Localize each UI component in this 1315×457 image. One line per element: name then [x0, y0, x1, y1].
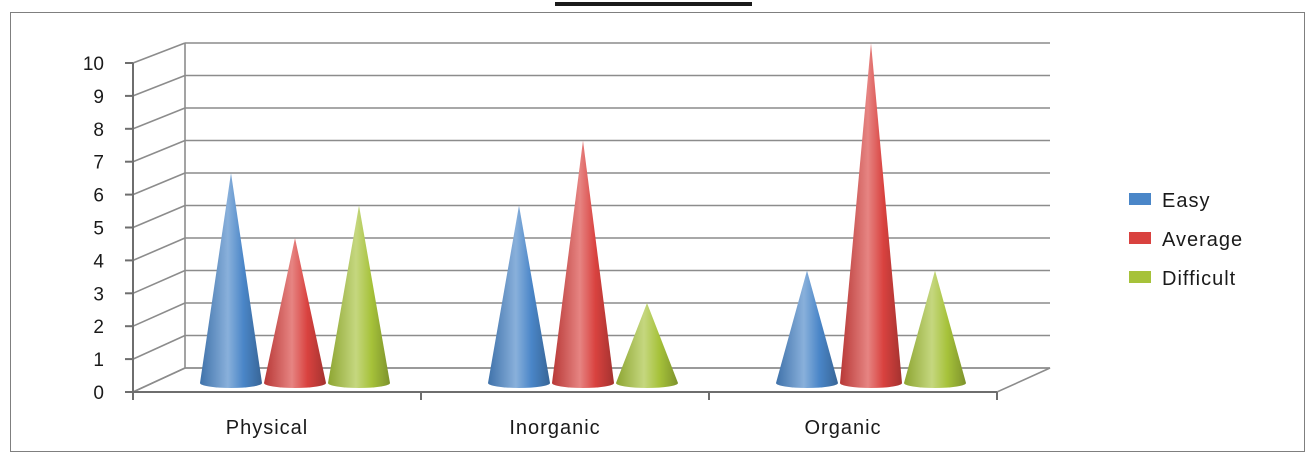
y-tick-label: 9	[93, 87, 104, 108]
x-axis-labels: Physical Inorganic Organic	[132, 392, 998, 439]
x-category-label: Organic	[804, 417, 881, 439]
y-tick-label: 2	[93, 317, 104, 338]
gridline-diagonal	[132, 237, 186, 262]
legend-label-average: Average	[1162, 229, 1243, 251]
gridline-diagonal	[132, 74, 186, 97]
cone-easy-organic	[776, 270, 838, 388]
cone-difficult-inorganic	[616, 303, 678, 388]
cone-average-physical	[264, 238, 326, 388]
cone-average-organic	[840, 43, 902, 388]
gridline-diagonal	[132, 42, 186, 64]
y-tick-label: 1	[93, 350, 104, 371]
y-tick-label: 6	[93, 186, 104, 207]
gridline-diagonal	[132, 204, 186, 229]
y-tick-label: 4	[93, 251, 104, 272]
legend-label-easy: Easy	[1162, 190, 1210, 212]
gridline-diagonal	[132, 107, 186, 130]
y-tick-label: 5	[93, 219, 104, 240]
y-tick-label: 3	[93, 284, 104, 305]
y-tick-label: 0	[93, 383, 104, 404]
gridline-diagonal	[132, 269, 186, 295]
gridline-diagonal	[132, 334, 186, 360]
top-decoration-bar	[555, 2, 752, 6]
x-category-label: Inorganic	[509, 417, 600, 439]
cone-average-inorganic	[552, 140, 614, 388]
cone-difficult-organic	[904, 270, 966, 388]
gridline-diagonal	[132, 139, 186, 163]
cones	[200, 43, 966, 388]
legend: Easy Average Difficult	[1129, 190, 1243, 290]
legend-swatch-average	[1129, 232, 1151, 244]
y-tick-label: 10	[83, 54, 104, 75]
x-category-label: Physical	[226, 417, 308, 439]
legend-swatch-easy	[1129, 193, 1151, 205]
y-axis-ticks: 0 1 2 3 4 5 6 7 8 9 10	[83, 54, 133, 404]
cone-easy-inorganic	[488, 205, 550, 388]
cone-difficult-physical	[328, 205, 390, 388]
gridline-diagonal	[132, 172, 186, 196]
legend-swatch-difficult	[1129, 271, 1151, 283]
legend-label-difficult: Difficult	[1162, 268, 1236, 290]
cone-easy-physical	[200, 173, 262, 388]
y-tick-label: 7	[93, 153, 104, 174]
y-tick-label: 8	[93, 120, 104, 141]
gridline-diagonal	[132, 302, 186, 327]
